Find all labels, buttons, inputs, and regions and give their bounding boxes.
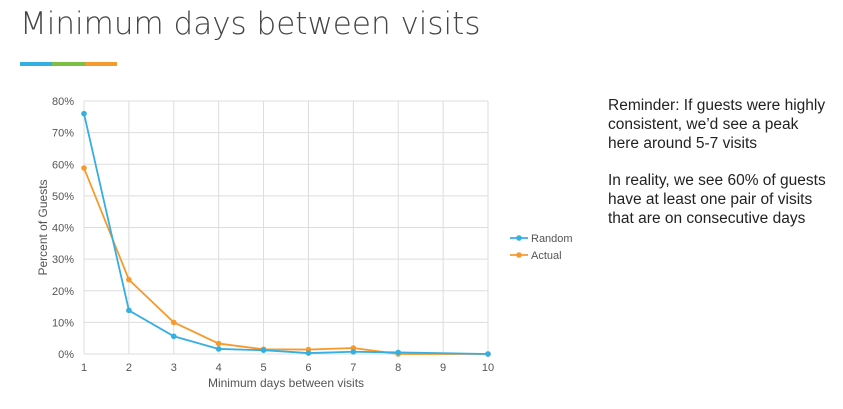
data-point-random — [260, 347, 267, 354]
y-tick-label: 80% — [52, 96, 74, 108]
x-tick-label: 4 — [216, 362, 222, 374]
y-tick-label: 20% — [52, 286, 74, 298]
x-tick-label: 8 — [395, 362, 401, 374]
data-point-random — [395, 349, 402, 356]
series-line-random — [83, 113, 489, 355]
notes-panel: Reminder: If guests were highly consiste… — [608, 96, 833, 246]
y-tick-label: 60% — [52, 159, 74, 171]
y-tick-label: 30% — [52, 254, 74, 266]
data-point-actual — [215, 340, 222, 347]
page-title: Minimum days between visits — [20, 6, 481, 42]
data-point-random — [350, 348, 357, 355]
data-point-random — [215, 346, 222, 352]
x-axis-label: Minimum days between visits — [208, 376, 364, 390]
data-point-random — [485, 351, 491, 357]
x-tick-label: 5 — [260, 362, 266, 374]
y-tick-label: 50% — [52, 191, 74, 203]
chart-container: 0% 10% 20% 30% 40% 50% 60% 70% 80% 1 2 3 4 5 6 7 8 9 10 Min… — [0, 80, 600, 405]
y-axis-label: Percent of Guests — [36, 179, 50, 275]
x-tick-label: 2 — [126, 362, 132, 374]
x-tick-label: 6 — [305, 362, 311, 374]
data-point-random — [126, 307, 132, 314]
y-tick-label: 40% — [52, 223, 74, 235]
data-point-actual — [126, 276, 132, 283]
y-tick-label: 10% — [52, 317, 74, 329]
data-point-random — [81, 110, 87, 117]
reminder-note: Reminder: If guests were highly consiste… — [608, 97, 826, 152]
data-point-random — [170, 333, 177, 340]
underline-segment-green — [52, 62, 85, 66]
underline-segment-blue — [20, 62, 53, 66]
legend-marker-random — [516, 235, 522, 241]
y-tick-label: 70% — [52, 128, 74, 140]
x-tick-label: 7 — [350, 362, 356, 374]
underline-segment-orange — [84, 62, 117, 66]
data-point-random — [305, 350, 312, 356]
legend-marker-actual — [516, 252, 522, 258]
x-tick-label: 10 — [482, 362, 494, 374]
x-tick-label: 9 — [440, 362, 446, 374]
x-tick-label: 1 — [81, 362, 87, 374]
title-underline — [20, 62, 117, 66]
x-tick-label: 3 — [171, 362, 177, 374]
data-point-actual — [81, 165, 87, 171]
y-tick-label: 0% — [58, 349, 74, 361]
reality-note: In reality, we see 60% of guests have at… — [608, 172, 826, 227]
legend-label-actual: Actual — [531, 250, 562, 262]
line-chart: 0% 10% 20% 30% 40% 50% 60% 70% 80% 1 2 3 4 5 6 7 8 9 10 Min… — [36, 96, 573, 390]
data-point-actual — [170, 319, 177, 326]
legend-label-random: Random — [531, 233, 573, 245]
